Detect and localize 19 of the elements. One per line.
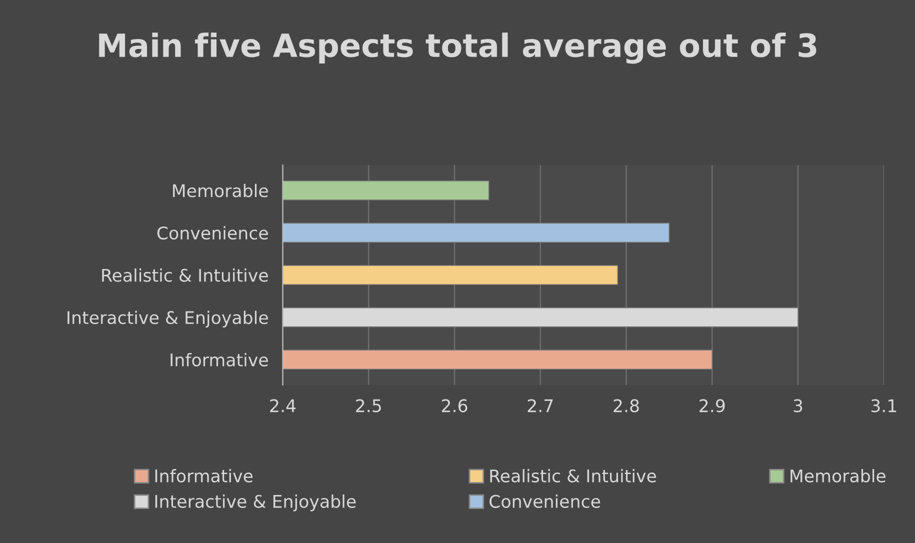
y-tick-label: Memorable <box>173 184 268 198</box>
x-tick-label: 2.9 <box>700 399 725 412</box>
chart-title: Main five Aspects total average out of 3 <box>99 32 816 64</box>
x-tick-label: 2.5 <box>356 399 381 412</box>
legend-label: Convenience <box>490 494 600 508</box>
y-tick-label: Informative <box>170 353 268 366</box>
legend-label: Informative <box>155 469 253 482</box>
y-tick-label: Convenience <box>157 226 268 240</box>
x-tick-label: 2.4 <box>270 399 296 412</box>
legend-label: Memorable <box>790 469 886 482</box>
x-tick-label: 2.6 <box>442 399 468 412</box>
y-tick-label: Interactive & Enjoyable <box>68 310 268 328</box>
legend-label: Interactive & Enjoyable <box>155 494 356 512</box>
x-tick-label: 2.8 <box>614 399 639 412</box>
x-tick-label: 3 <box>794 399 802 412</box>
x-tick-label: 3.1 <box>871 399 896 412</box>
x-tick-label: 2.7 <box>528 399 553 412</box>
legend-label: Realistic & Intuitive <box>490 469 656 482</box>
y-tick-label: Realistic & Intuitive <box>102 268 268 282</box>
